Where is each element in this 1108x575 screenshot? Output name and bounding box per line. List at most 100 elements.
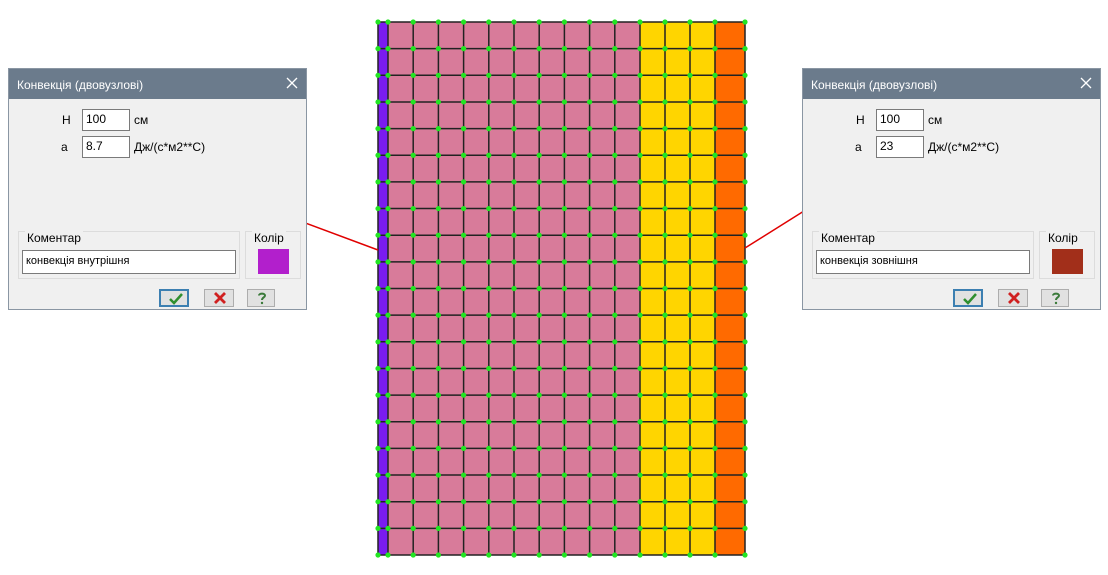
mesh-node [410,499,416,505]
mesh-node [612,46,618,52]
mesh-node [461,472,467,478]
mesh-node [587,232,593,238]
text-input[interactable]: 23 [876,136,924,158]
mesh-node [486,365,492,372]
mesh-node [561,285,568,292]
mesh-node [637,152,643,158]
text-input[interactable]: 8.7 [82,136,130,158]
close-button[interactable] [1080,77,1092,92]
mesh-node [511,312,517,318]
mesh-node [410,365,416,372]
mesh-node [742,525,748,531]
help-icon [1052,292,1061,305]
mesh-node [742,419,748,425]
mesh-node [536,179,542,185]
mesh-node [561,365,568,372]
group-caption: Колір [1046,231,1080,245]
mesh-node [486,525,492,531]
mesh-node [435,259,441,265]
mesh-node [742,312,748,318]
ok-button[interactable] [953,289,983,307]
mesh-node [662,179,668,185]
mesh-node [687,46,693,52]
group-caption: Коментар [819,231,877,245]
mesh-node [687,205,693,212]
mesh-node [410,392,416,398]
mesh-node [612,72,618,78]
mesh-node [375,339,381,345]
color-swatch [1052,249,1083,274]
mesh-node [461,259,467,265]
mesh-node [461,72,467,78]
mesh-node [712,419,718,425]
ok-button[interactable] [159,289,189,307]
mesh-node [637,419,643,425]
mesh-node [587,552,593,558]
mesh-node [561,419,568,425]
mesh-node [511,285,517,292]
mesh-node [375,499,381,505]
mesh-node [486,232,492,238]
mesh-node [637,552,643,558]
help-button[interactable] [247,289,275,307]
mesh-node [612,552,618,558]
field-label: а [61,140,68,154]
mesh-node [637,472,643,478]
text-input[interactable]: 100 [876,109,924,131]
mesh-node [375,205,381,212]
mesh-node [385,179,391,185]
mesh-node [536,205,542,212]
mesh-node [375,525,381,531]
mesh-node [536,259,542,265]
mesh-node [461,232,467,238]
cancel-button[interactable] [204,289,234,307]
mesh-node [612,285,618,292]
group-caption: Коментар [25,231,83,245]
close-button[interactable] [286,77,298,92]
mesh-node [687,499,693,505]
mesh-node [435,339,441,345]
text-input[interactable]: конвекція внутрішня [22,250,236,274]
mesh-node [612,126,618,132]
mesh-node [662,232,668,238]
mesh-node [662,365,668,372]
mesh-node [662,392,668,398]
mesh-node [511,46,517,52]
cancel-button[interactable] [998,289,1028,307]
mesh-node [687,445,693,451]
mesh-node [511,419,517,425]
mesh-node [662,46,668,52]
help-icon [258,292,267,305]
mesh-node [461,419,467,425]
mesh-node [435,19,441,25]
mesh-node [662,259,668,265]
mesh-node [612,205,618,212]
mesh-node [461,179,467,185]
mesh-node [612,419,618,425]
mesh-node [486,419,492,425]
text-input[interactable]: 100 [82,109,130,131]
close-icon [1080,77,1092,89]
mesh-node [410,312,416,318]
mesh-node [637,72,643,78]
mesh-node [385,472,391,478]
mesh-node [375,232,381,238]
mesh-node [637,285,643,292]
group-caption: Колір [252,231,286,245]
mesh-node [511,339,517,345]
mesh-node [486,152,492,158]
close-icon [286,77,298,89]
mesh-node [385,205,391,212]
mesh-node [742,285,748,292]
mesh-node [712,445,718,451]
mesh-node [687,99,693,105]
text-input[interactable]: конвекція зовнішня [816,250,1030,274]
mesh-node [687,232,693,238]
help-button[interactable] [1041,289,1069,307]
mesh-node [637,499,643,505]
mesh-node [687,312,693,318]
dialog-title: Конвекція (двовузлові) [17,78,144,92]
mesh-node [435,552,441,558]
mesh-node [612,259,618,265]
mesh-node [742,392,748,398]
